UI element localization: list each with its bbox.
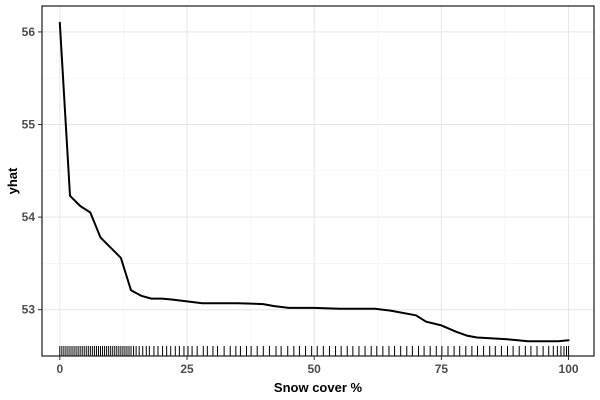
x-tick-label: 0 xyxy=(56,362,63,376)
plot-panel-border xyxy=(41,5,595,357)
y-tick-label: 56 xyxy=(22,25,36,39)
x-tick-label: 75 xyxy=(435,362,449,376)
grid xyxy=(42,6,594,356)
y-tick-label: 54 xyxy=(22,210,36,224)
y-axis-ticks: 53 54 55 56 xyxy=(22,25,42,317)
y-axis-title: yhat xyxy=(5,167,20,194)
y-tick-label: 55 xyxy=(22,118,36,132)
x-tick-label: 50 xyxy=(308,362,322,376)
yhat-line xyxy=(58,21,570,343)
x-tick-label: 25 xyxy=(180,362,194,376)
rug-marks xyxy=(59,346,570,356)
x-axis-title: Snow cover % xyxy=(274,380,363,395)
x-tick-label: 100 xyxy=(559,362,579,376)
y-tick-label: 53 xyxy=(22,303,36,317)
x-axis-ticks: 0 25 50 75 100 xyxy=(56,356,579,376)
series-layer xyxy=(58,21,570,343)
